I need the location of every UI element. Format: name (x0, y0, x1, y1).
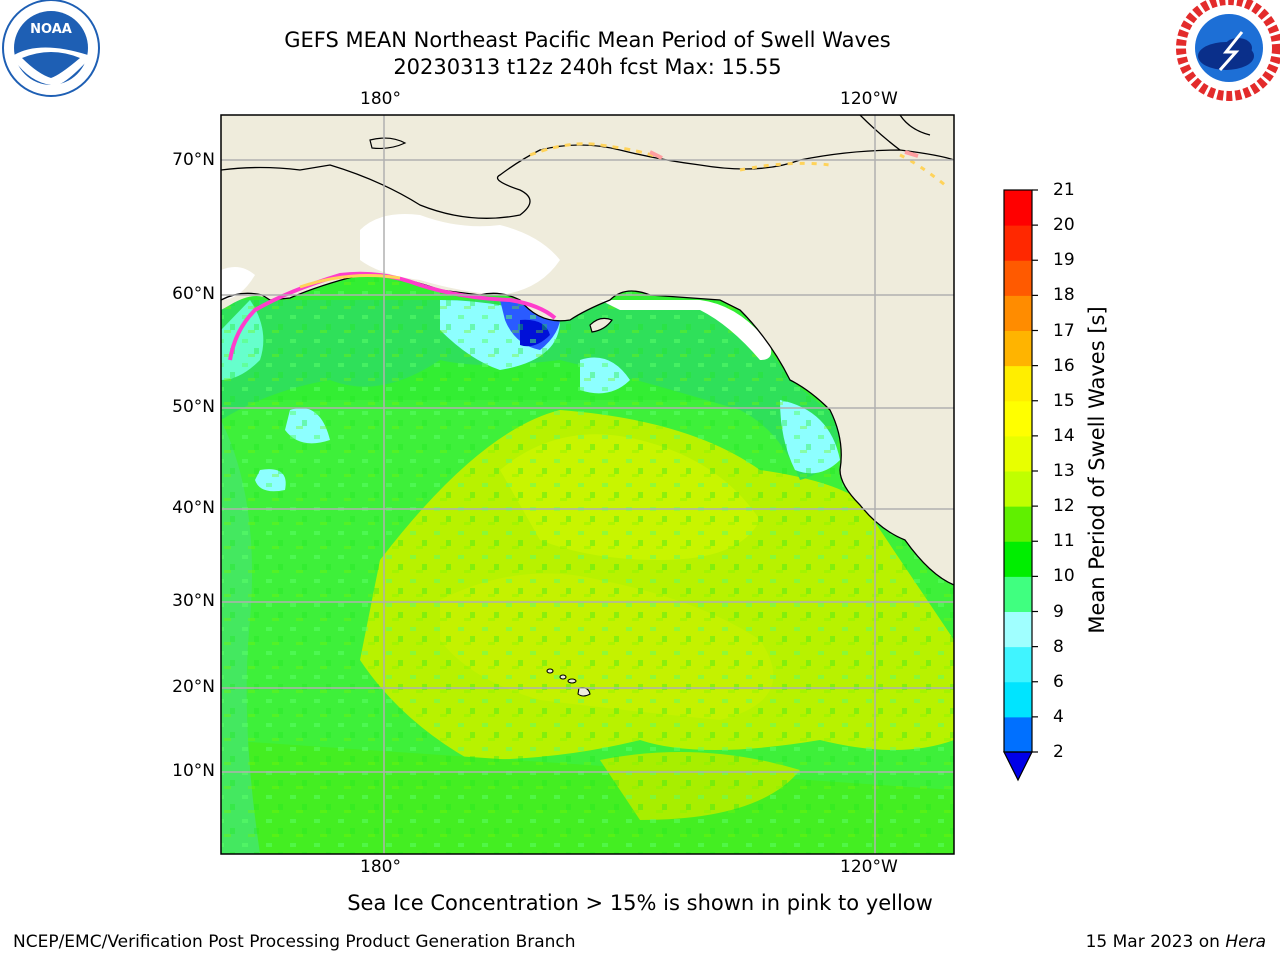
colorbar (1003, 189, 1038, 782)
sea-ice-note: Sea Ice Concentration > 15% is shown in … (347, 891, 933, 915)
colorbar-swatch (1004, 190, 1032, 226)
colorbar-tick-label: 4 (1053, 706, 1064, 727)
map-frame (220, 114, 955, 855)
colorbar-tick-label: 17 (1053, 320, 1075, 341)
colorbar-swatch (1004, 541, 1032, 577)
lat-label-50n: 50°N (172, 397, 215, 417)
colorbar-tick-label: 20 (1053, 215, 1075, 236)
lat-label-70n: 70°N (172, 150, 215, 170)
colorbar-swatch (1004, 365, 1032, 402)
colorbar-tick-label: 13 (1053, 461, 1075, 481)
noaa-logo-text: NOAA (30, 22, 72, 37)
colorbar-tick-label: 12 (1053, 496, 1075, 517)
colorbar-tick-label: 19 (1053, 250, 1075, 271)
colorbar-swatch (1004, 400, 1032, 437)
colorbar-extend-arrow (1003, 751, 1033, 782)
colorbar-label: Mean Period of Swell Waves [s] (1085, 306, 1109, 634)
graticule (221, 115, 954, 854)
colorbar-swatch (1004, 611, 1032, 648)
lat-label-10n: 10°N (172, 761, 215, 781)
footer-date: 15 Mar 2023 on Hera (1086, 932, 1266, 952)
colorbar-swatch (1004, 225, 1032, 261)
colorbar-tick-label: 8 (1053, 636, 1064, 657)
colorbar-swatch (1004, 471, 1032, 507)
colorbar-tick-label: 6 (1053, 671, 1064, 692)
hawaii-islands (546, 668, 591, 697)
colorbar-swatch (1004, 435, 1032, 472)
lon-label-top-120w: 120°W (840, 89, 898, 109)
colorbar-tick-label: 2 (1053, 742, 1064, 762)
colorbar-swatch (1004, 506, 1032, 542)
footer-date-text: 15 Mar 2023 on (1085, 932, 1226, 952)
lat-label-30n: 30°N (172, 591, 215, 611)
chart-title: GEFS MEAN Northeast Pacific Mean Period … (284, 28, 891, 52)
colorbar-tick-label: 21 (1053, 180, 1075, 200)
colorbar-swatch (1004, 576, 1032, 612)
footer-machine: Hera (1225, 932, 1266, 952)
colorbar-tick-label: 18 (1053, 285, 1075, 306)
lon-label-top-180: 180° (360, 89, 401, 109)
colorbar-swatch (1004, 681, 1032, 718)
colorbar-swatch (1004, 330, 1032, 367)
lon-label-bottom-180: 180° (360, 857, 401, 877)
nws-logo (1176, 0, 1280, 101)
chart-subtitle: 20230313 t12z 240h fcst Max: 15.55 (393, 55, 782, 79)
colorbar-swatch (1004, 295, 1032, 331)
footer-credit: NCEP/EMC/Verification Post Processing Pr… (13, 932, 576, 952)
colorbar-swatch (1004, 260, 1032, 296)
lon-label-bottom-120w: 120°W (840, 857, 898, 877)
colorbar-swatch (1004, 716, 1032, 753)
map-area (221, 115, 954, 854)
noaa-logo: NOAA (2, 0, 100, 97)
lat-label-40n: 40°N (172, 498, 215, 518)
colorbar-tick-label: 11 (1053, 531, 1075, 552)
colorbar-tick-label: 15 (1053, 390, 1075, 411)
lat-label-60n: 60°N (172, 284, 215, 304)
colorbar-tick-label: 14 (1053, 425, 1075, 446)
colorbar-tick-label: 16 (1053, 355, 1075, 376)
lat-label-20n: 20°N (172, 677, 215, 697)
colorbar-tick-label: 9 (1053, 601, 1064, 622)
colorbar-tick-label: 10 (1053, 566, 1075, 587)
colorbar-swatch (1004, 646, 1032, 683)
